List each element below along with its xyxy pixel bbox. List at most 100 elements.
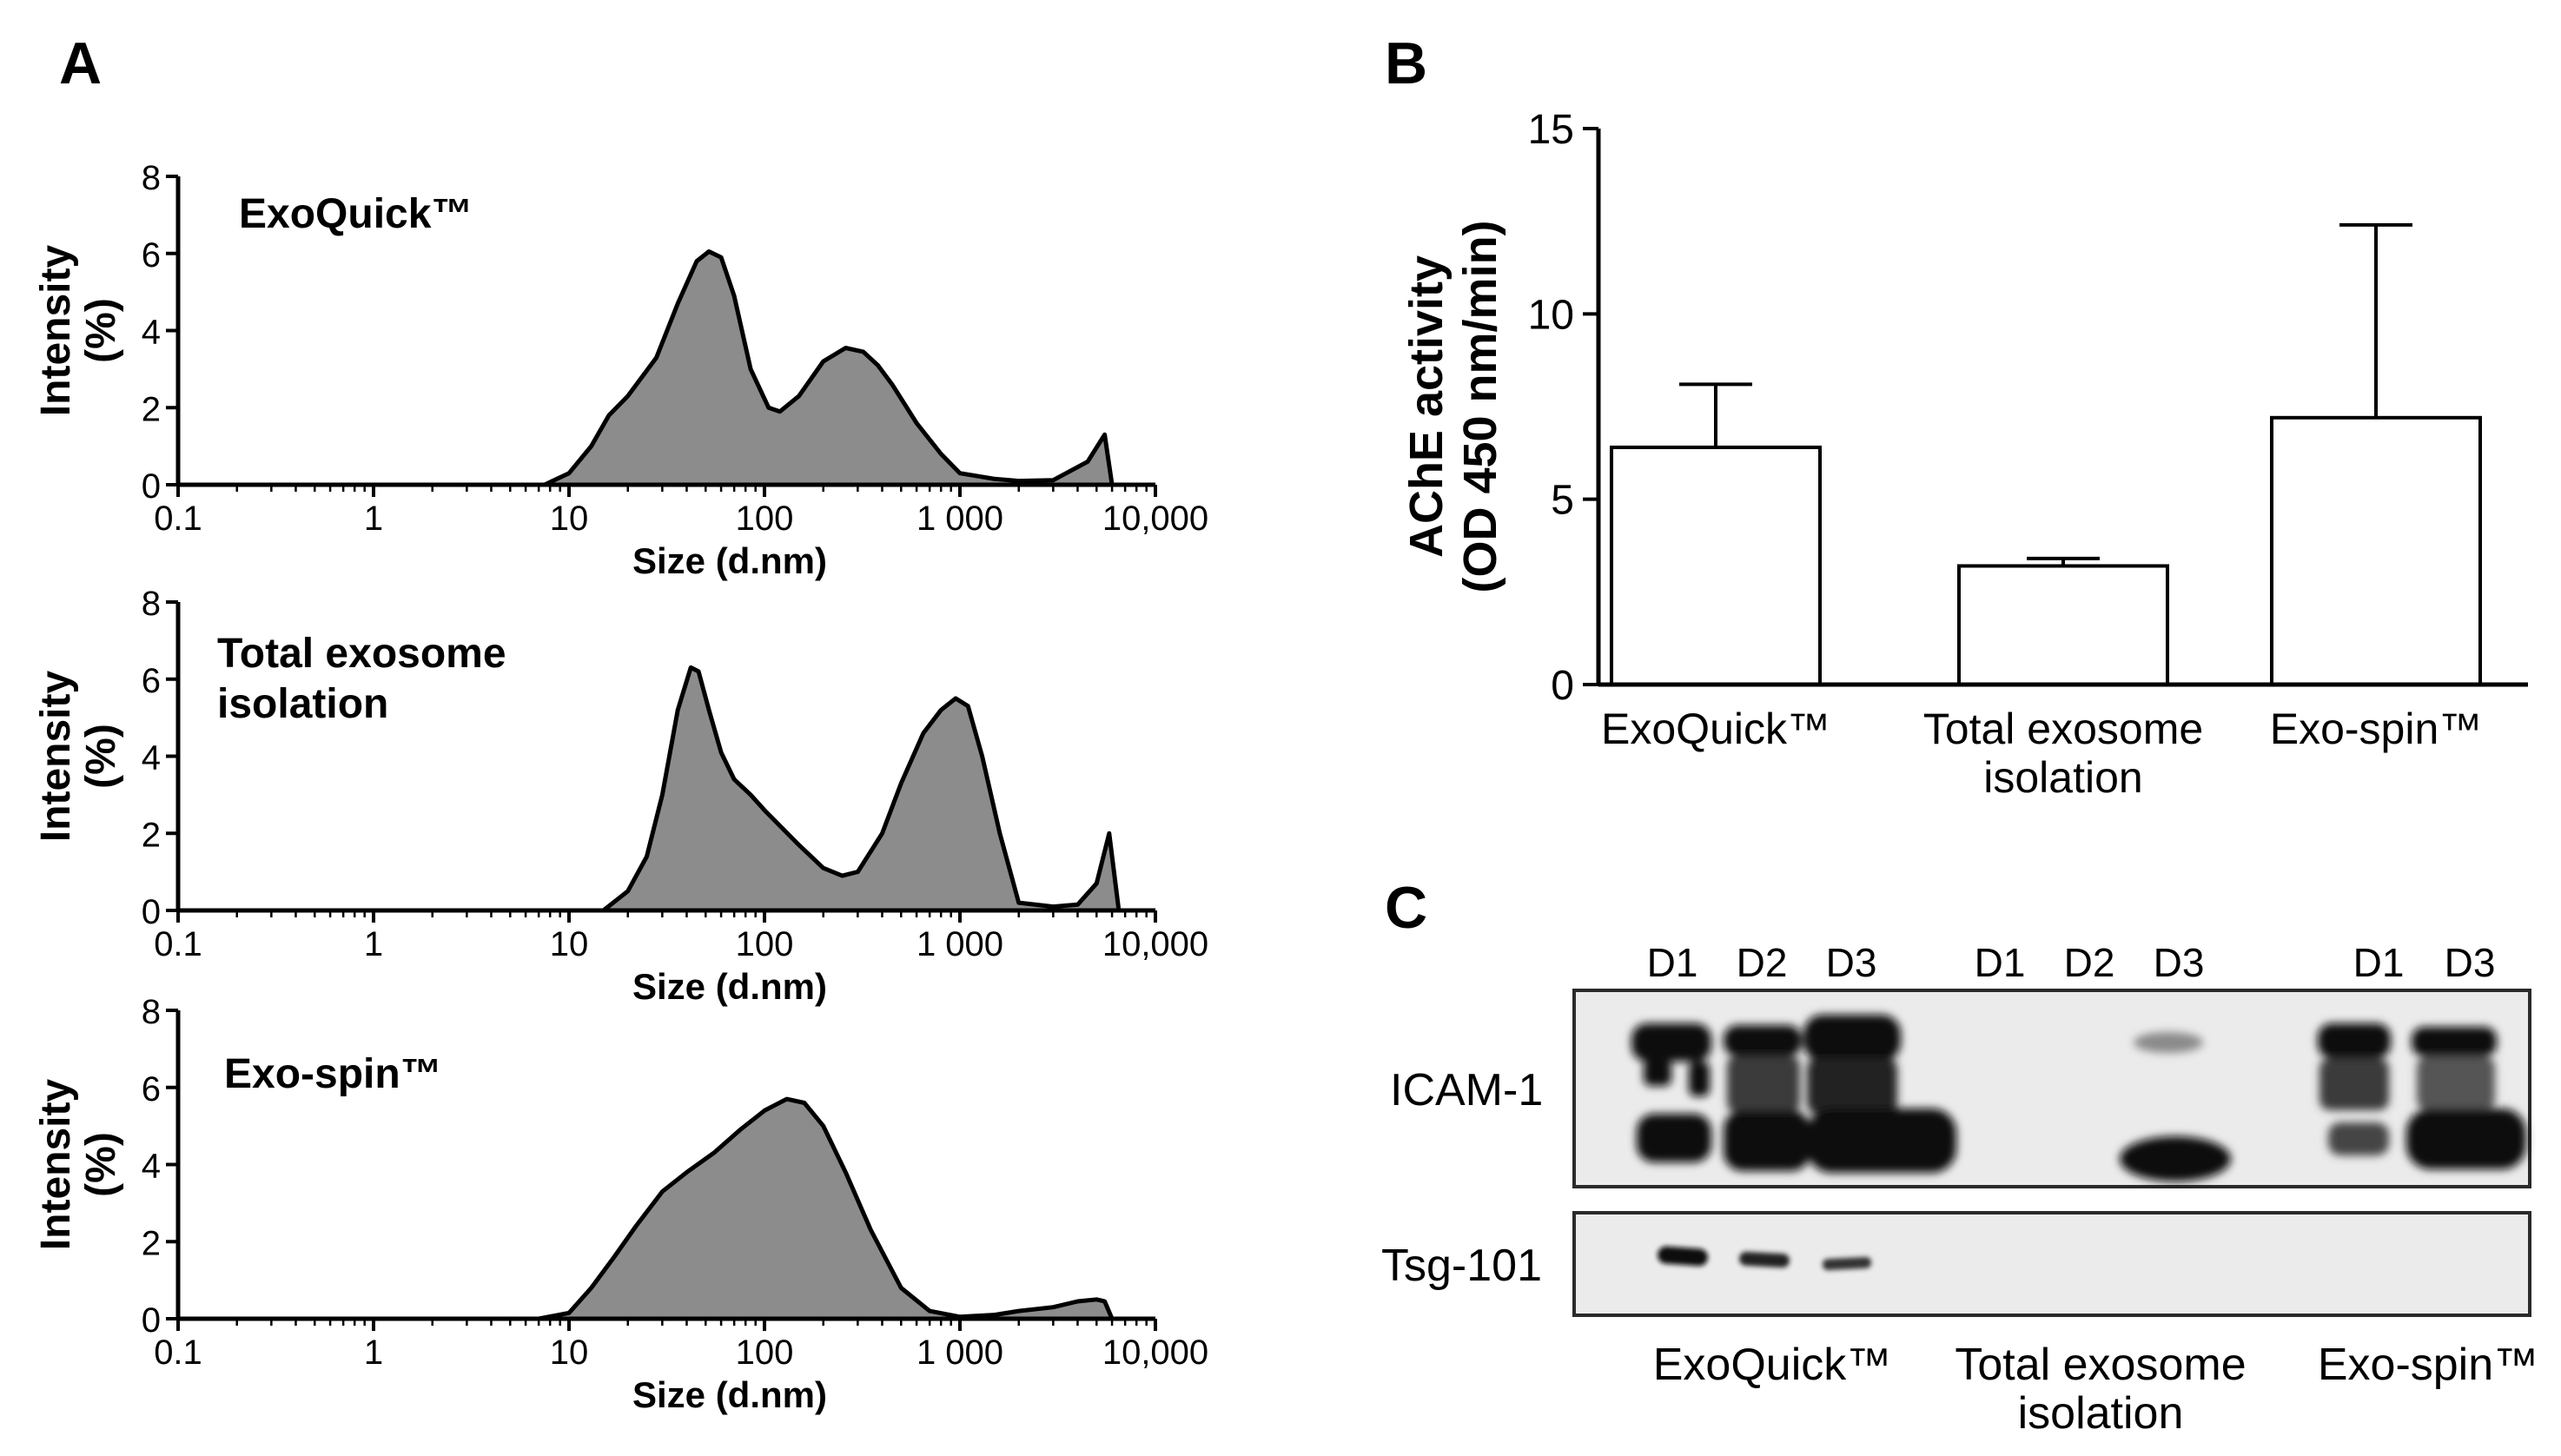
x-tick-label: 1 000 bbox=[917, 500, 1003, 538]
y-tick-label: 15 bbox=[1528, 107, 1574, 153]
lane-labels: D1 D2 D3 D1 D2 D3 D1 D3 bbox=[1647, 940, 2496, 985]
y-tick-label: 2 bbox=[142, 390, 161, 428]
series-area-exoquick bbox=[542, 249, 1115, 487]
x-tick-label: 10,000 bbox=[1102, 1334, 1208, 1372]
x-tick-label: 1 000 bbox=[917, 925, 1003, 963]
x-tick-label: 1 bbox=[364, 500, 383, 538]
y-tick-label: 6 bbox=[142, 1070, 161, 1109]
x-tick-label: 10,000 bbox=[1102, 500, 1208, 538]
y-tick-label: 4 bbox=[142, 314, 161, 352]
bar-exo-spin bbox=[2270, 415, 2482, 686]
y-tick-label: 0 bbox=[1551, 663, 1574, 709]
blot-group-label-exoquick: ExoQuick™ bbox=[1653, 1340, 1892, 1390]
band-icam-exoquick-d2-bottom bbox=[1724, 1110, 1810, 1171]
y-tick-label: 2 bbox=[142, 1224, 161, 1262]
x-tick-label: 10 bbox=[550, 925, 589, 963]
y-tick-label: 0 bbox=[142, 893, 161, 931]
y-tick-label: 10 bbox=[1528, 292, 1574, 338]
x-tick-label: 100 bbox=[736, 500, 794, 538]
lane-label-4: D2 bbox=[2064, 940, 2115, 985]
band-icam-exoquick-d3-smear bbox=[1807, 1058, 1897, 1114]
lane-label-5: D3 bbox=[2154, 940, 2205, 985]
category-label: ExoQuick™ bbox=[1601, 705, 1830, 753]
band-tsg-exoquick-d2 bbox=[1739, 1251, 1790, 1268]
band-icam-exospin-d1-top bbox=[2318, 1023, 2391, 1058]
y-tick-label: 5 bbox=[1551, 478, 1574, 524]
series-area-exo-spin bbox=[536, 1096, 1115, 1321]
band-icam-exospin-d3-bottom bbox=[2406, 1109, 2526, 1169]
blot-group-label-total-exosome-isolation: Total exosome isolation bbox=[1955, 1340, 2246, 1439]
series-area-total-exosome-isolation bbox=[601, 665, 1122, 913]
panel-label-a: A bbox=[59, 30, 102, 96]
y-tick-label: 6 bbox=[142, 236, 161, 275]
y-tick-label: 4 bbox=[142, 739, 161, 778]
blot-group-label-exo-spin: Exo-spin™ bbox=[2318, 1340, 2538, 1390]
x-axis-label: Size (d.nm) bbox=[632, 1374, 827, 1415]
band-icam-exospin-d1-bottom bbox=[2328, 1122, 2389, 1155]
x-tick-label: 100 bbox=[736, 1334, 794, 1372]
tsg-101-bands bbox=[1658, 1246, 1872, 1271]
band-icam-exoquick-d1-smear bbox=[1644, 1060, 1671, 1086]
band-icam-exoquick-d1-bottom bbox=[1637, 1114, 1711, 1162]
x-tick-label: 1 bbox=[364, 925, 383, 963]
x-tick-label: 1 bbox=[364, 1334, 383, 1372]
lane-label-7: D3 bbox=[2445, 940, 2496, 985]
band-tsg-exoquick-d1 bbox=[1658, 1246, 1708, 1267]
blot-row-label-icam: ICAM-1 bbox=[1390, 1065, 1543, 1115]
dls-chart-total-exosome: 0 2 4 6 8 0.1 1 10 100 1 000 10,000 Size (d.nm) Inte… bbox=[33, 585, 1208, 1007]
blot-row-label-tsg: Tsg-101 bbox=[1381, 1241, 1542, 1291]
band-icam-exoquick-d3-top bbox=[1803, 1015, 1901, 1062]
x-tick-label: 100 bbox=[736, 925, 794, 963]
y-tick-label: 8 bbox=[142, 585, 161, 623]
chart-title: Exo-spin™ bbox=[224, 1051, 442, 1097]
band-icam-exoquick-d3-bottom bbox=[1807, 1109, 1956, 1173]
lane-label-1: D2 bbox=[1737, 940, 1788, 985]
band-icam-exospin-d3-top bbox=[2412, 1027, 2497, 1056]
y-axis-label: Intensity(%) bbox=[33, 1079, 124, 1251]
chart-title: ExoQuick™ bbox=[239, 191, 473, 237]
panel-label-b: B bbox=[1385, 30, 1427, 96]
y-axis-label: Intensity(%) bbox=[33, 245, 124, 417]
blot-group-labels: ExoQuick™ Total exosome isolation Exo-spin™ bbox=[1653, 1340, 2538, 1439]
western-blot: D1 D2 D3 D1 D2 D3 D1 D3 bbox=[1381, 940, 2538, 1439]
x-tick-label: 0.1 bbox=[154, 925, 202, 963]
y-tick-label: 4 bbox=[142, 1148, 161, 1186]
x-tick-label: 0.1 bbox=[154, 1334, 202, 1372]
dls-chart-exo-spin: 0 2 4 6 8 0.1 1 10 100 1 000 10,000 Size (d.nm) Inte… bbox=[33, 993, 1208, 1415]
y-tick-label: 6 bbox=[142, 662, 161, 700]
x-tick-label: 10 bbox=[550, 1334, 589, 1372]
y-tick-label: 8 bbox=[142, 159, 161, 197]
lane-label-6: D1 bbox=[2353, 940, 2405, 985]
band-icam-exospin-d3-smear bbox=[2417, 1056, 2495, 1110]
dls-chart-exoquick: 0 2 4 6 8 0.1 1 10 100 1 000 10,000 Size (d.nm) Inte… bbox=[33, 159, 1208, 581]
y-axis-label: Intensity(%) bbox=[33, 671, 124, 843]
band-icam-exoquick-d1-smear2 bbox=[1689, 1062, 1710, 1096]
lane-label-2: D3 bbox=[1826, 940, 1877, 985]
category-label: Total exosome isolation bbox=[1923, 705, 2203, 802]
band-icam-exoquick-d1-top bbox=[1631, 1023, 1711, 1062]
band-icam-total-d3-bottom bbox=[2120, 1136, 2231, 1181]
x-axis-label: Size (d.nm) bbox=[632, 966, 827, 1007]
y-tick-label: 0 bbox=[142, 1301, 161, 1340]
y-tick-label: 8 bbox=[142, 993, 161, 1031]
icam-1-bands bbox=[1631, 1015, 2526, 1181]
band-icam-exospin-d1-smear bbox=[2319, 1058, 2389, 1110]
x-tick-label: 1 000 bbox=[917, 1334, 1003, 1372]
ache-bar-chart: ExoQuick™ Total exosome isolation Exo-spin™… bbox=[1400, 107, 2528, 802]
bar-total-exosome-isolation bbox=[1957, 564, 2169, 687]
lane-label-0: D1 bbox=[1647, 940, 1698, 985]
y-tick-label: 0 bbox=[142, 467, 161, 506]
chart-title: Total exosome isolation bbox=[217, 631, 506, 727]
band-tsg-exoquick-d3 bbox=[1823, 1256, 1872, 1271]
lane-label-3: D1 bbox=[1975, 940, 2026, 985]
x-tick-label: 10,000 bbox=[1102, 925, 1208, 963]
band-icam-exoquick-d2-smear bbox=[1727, 1056, 1800, 1112]
band-icam-exoquick-d2-top bbox=[1724, 1025, 1802, 1056]
band-icam-total-d3-top bbox=[2134, 1032, 2203, 1053]
category-label: Exo-spin™ bbox=[2270, 705, 2483, 753]
y-axis-label: AChE activity(OD 450 nm/min) bbox=[1400, 220, 1506, 592]
blot-membrane-tsg bbox=[1572, 1211, 2531, 1317]
panel-label-c: C bbox=[1385, 875, 1427, 941]
bar-exoquick bbox=[1610, 445, 1822, 687]
